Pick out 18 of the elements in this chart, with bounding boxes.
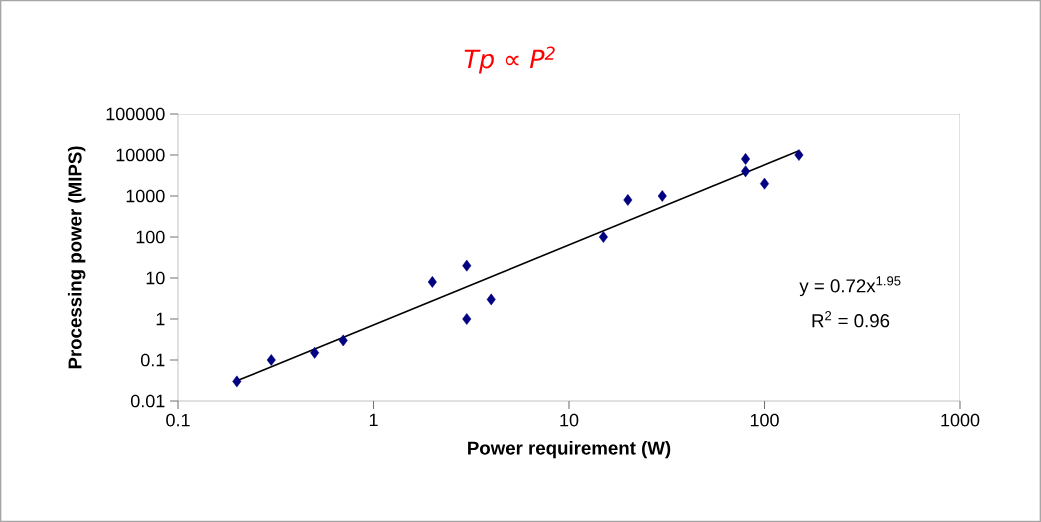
y-tick-label: 1 (156, 312, 165, 326)
y-tick-label: 1000 (126, 189, 165, 203)
y-tick-label: 0.01 (130, 394, 165, 408)
y-axis-title: Processing power (MIPS) (67, 146, 86, 369)
x-tick-label: 1 (369, 413, 378, 427)
y-tick-label: 0.1 (141, 353, 165, 367)
x-tick-label: 10 (560, 413, 579, 427)
x-axis-title: Power requirement (W) (468, 440, 671, 459)
chart-title: Tp ∝ P$^{2}$ (464, 46, 555, 74)
y-tick-label: 10000 (116, 148, 165, 162)
x-tick-label: 100 (750, 413, 779, 427)
annotation: R$^{2}$ = 0.96 (812, 311, 890, 328)
y-tick-label: 10 (146, 271, 165, 285)
y-tick-label: 100 (136, 230, 165, 244)
annotation: y = 0.72x$^{1.95}$ (799, 276, 901, 297)
x-tick-label: 1000 (941, 413, 980, 427)
y-tick-label: 100000 (106, 107, 165, 121)
x-tick-label: 0.1 (166, 413, 190, 427)
